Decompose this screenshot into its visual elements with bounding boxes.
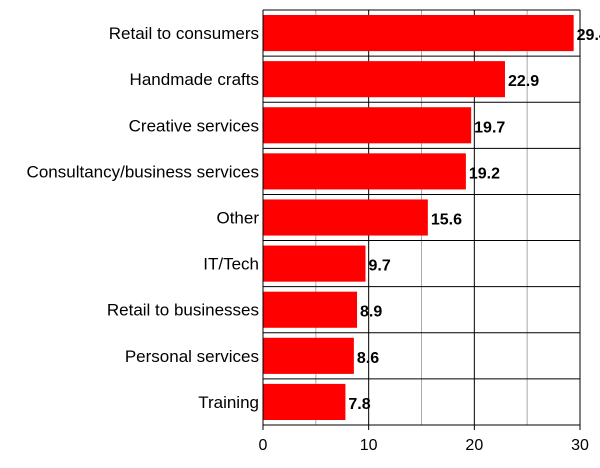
value-label: 7.8	[348, 396, 370, 413]
category-label: Retail to consumers	[109, 24, 259, 43]
value-label: 9.7	[368, 258, 390, 275]
value-label: 19.7	[474, 119, 505, 136]
x-tick-label: 0	[259, 437, 268, 454]
value-label: 19.2	[469, 165, 500, 182]
bar	[263, 107, 472, 144]
value-label: 8.6	[357, 350, 379, 367]
bar	[263, 291, 358, 328]
category-label: Other	[216, 209, 259, 228]
grid	[262, 9, 581, 426]
category-labels: Retail to consumers Handmade crafts Creati…	[27, 24, 260, 412]
category-label: Creative services	[129, 116, 259, 135]
value-label: 8.9	[360, 304, 382, 321]
category-label: Retail to businesses	[107, 301, 259, 320]
x-axis: 0 10 20 30	[259, 10, 589, 454]
category-label: Handmade crafts	[130, 70, 259, 89]
bars	[263, 15, 574, 420]
x-tick-label: 10	[360, 437, 378, 454]
value-label: 15.6	[431, 212, 462, 229]
bar	[263, 199, 428, 236]
bar	[263, 153, 466, 190]
value-label: 22.9	[508, 73, 539, 90]
value-labels: 29.4 22.9 19.7 19.2 15.6 9.7 8.9 8.6 7.8	[348, 27, 600, 413]
bar	[263, 383, 346, 420]
category-label: Consultancy/business services	[27, 162, 259, 181]
category-label: Training	[198, 393, 259, 412]
bar	[263, 15, 574, 52]
category-label: Personal services	[125, 347, 259, 366]
bar	[263, 245, 366, 282]
x-tick-label: 30	[571, 437, 589, 454]
value-label: 29.4	[577, 27, 600, 44]
category-label: IT/Tech	[203, 255, 259, 274]
bar	[263, 61, 505, 98]
bar	[263, 337, 354, 374]
x-tick-label: 20	[465, 437, 483, 454]
